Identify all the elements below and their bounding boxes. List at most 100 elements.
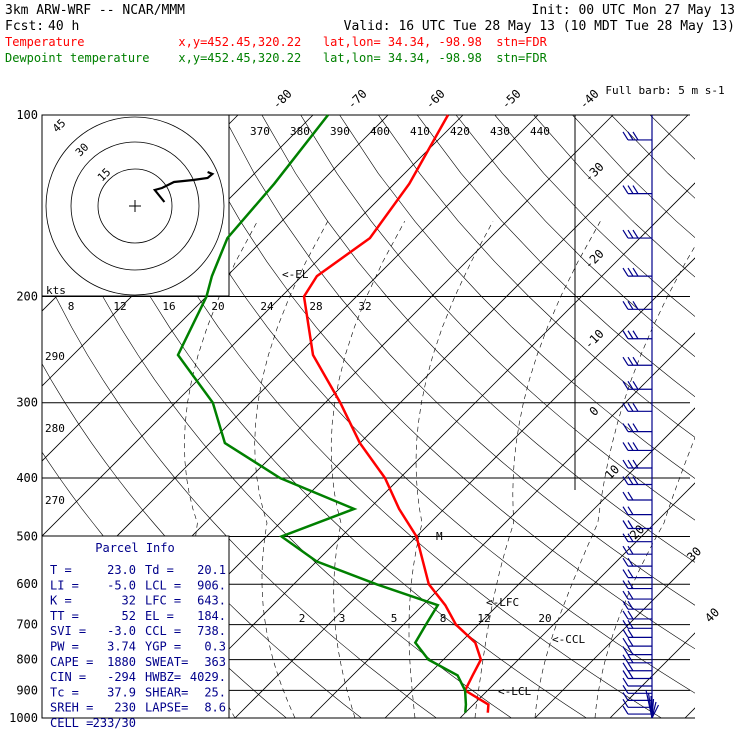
parcel-value: 363 [204,655,226,669]
wind-barb-flag [627,629,634,638]
wind-barb-flag [632,229,639,239]
pressure-tick-label: 600 [16,577,38,591]
wind-barb-flag [622,646,629,655]
dry-adiabat [300,115,695,521]
parcel-value: 0.3 [204,640,226,654]
isotherm-line [0,115,13,718]
wind-barb-flag [627,569,634,578]
theta-e-label: 440 [530,125,550,138]
theta-left-label: 290 [45,350,65,363]
pressure-tick-label: 200 [16,290,38,304]
moist-adiabat [408,221,494,718]
m-annotation: M [436,530,443,543]
moist-adiabat [474,221,601,718]
wind-barb-flag [622,569,629,578]
dry-adiabat [184,115,695,650]
pressure-tick-label: 100 [16,108,38,122]
wind-barb-flag [622,459,629,469]
wind-barb-flag [627,459,634,469]
parcel-value: 52 [122,609,136,623]
dry-adiabat [222,115,695,606]
theta-e-label: 430 [490,125,510,138]
wind-barb-flag [627,670,634,679]
parcel-value: 233/30 [93,716,136,730]
dry-adiabat [145,115,695,694]
isotherm-line [234,257,695,718]
wind-barb-flag [622,610,629,620]
profiles-layer [176,114,490,713]
parcel-value: 906. [197,578,226,592]
wind-barb-flag [622,380,629,390]
el-annotation: <-EL [282,268,309,281]
parcel-key: LCL = [145,578,181,592]
wind-barb-flag [622,654,629,664]
wind-barb-flag [622,330,629,340]
pressure-tick-label: 1000 [9,711,38,725]
moist-adiabat [534,245,695,718]
skewed-temperature-label: -10 [582,327,607,352]
model-title: 3km ARW-WRF -- NCAR/MMM [5,3,185,18]
theta-left-label: 270 [45,494,65,507]
valid-time: Valid: 16 UTC Tue 28 May 13 (10 MDT Tue … [344,19,735,34]
theta-left-label: 280 [45,422,65,435]
hodograph-speed-label: 24 [260,300,274,313]
mixing-ratio-label: 8 [440,612,447,625]
wind-barb-flag [622,491,629,501]
hodograph-kts-label: kts [46,284,66,297]
wind-barb-flag [627,610,634,620]
skewed-temperature-label: -70 [345,87,370,112]
isotherm-line [384,407,695,718]
parcel-value: 23.0 [107,563,136,577]
parcel-value: -3.0 [107,624,136,638]
wind-barb-flag [627,533,634,542]
parcel-value: 738. [197,624,226,638]
parcel-key: LFC = [145,594,181,608]
skewed-temperature-label: -40 [577,87,602,112]
skewed-temperature-label: -80 [270,87,295,112]
parcel-value: -294 [107,670,136,684]
mixing-ratio-label: 2 [299,612,306,625]
skewed-temperature-label: 0 [587,404,602,419]
hodograph-speed-label: 28 [309,300,322,313]
parcel-key: Td = [145,563,174,577]
wind-barb-flag [627,662,634,672]
wind-barb-flag [622,670,629,679]
skewed-temperature-label: 40 [702,605,722,625]
parcel-key: SWEAT= [145,655,188,669]
wind-barb-flag [622,442,629,451]
lcl-annotation: <-LCL [498,685,531,698]
parcel-value: 8.6 [204,701,226,715]
wind-barb-flag [622,705,629,715]
wind-barb-flag [627,380,634,390]
parcel-box [41,535,230,719]
wind-barb-flag [632,476,639,485]
pressure-tick-label: 500 [16,529,38,543]
wind-barb-flag [632,402,639,412]
hodograph-trace [152,170,215,203]
wind-barbs-layer: Full barb: 5 m s-1 [605,84,725,719]
init-time: Init: 00 UTC Mon 27 May 13 [532,3,736,18]
wind-barb-flag [632,185,639,194]
forecast-label: Fcst: [5,19,44,34]
pressure-tick-label: 300 [16,396,38,410]
dewpoint-legend: Dewpoint temperature x,y=452.45,320.22 l… [5,51,548,65]
parcel-key: K = [50,594,72,608]
parcel-value: 37.9 [107,685,136,699]
mixing-ratio-label: 5 [391,612,398,625]
parcel-key: TT = [50,609,79,623]
hodograph-ring [70,141,200,271]
parcel-key: CAPE = [50,655,93,669]
wind-barb-flag [627,300,634,310]
hodograph-ring [97,168,173,244]
lfc-annotation: <-LFC [486,596,519,609]
wind-barb-flag [627,545,634,555]
parcel-value: -5.0 [107,578,136,592]
parcel-key: CIN = [50,670,86,684]
barb-legend: Full barb: 5 m s-1 [605,84,724,97]
hodograph-speed-label: 12 [113,300,126,313]
parcel-value: 3.74 [107,640,136,654]
skewed-temperature-label: 20 [627,522,647,542]
wind-barb-flag [627,590,634,600]
parcel-value: 643. [197,594,226,608]
